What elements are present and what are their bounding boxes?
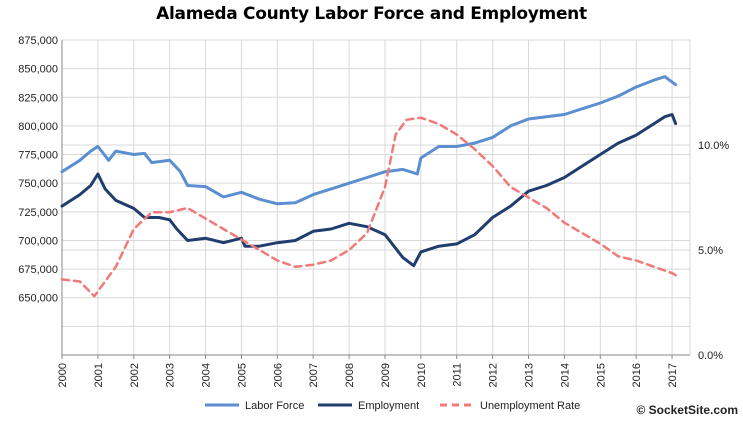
chart-title: Alameda County Labor Force and Employmen… bbox=[156, 4, 587, 24]
legend: Labor Force Employment Unemployment Rate bbox=[205, 400, 580, 412]
y-left-tick-label: 725,000 bbox=[18, 207, 58, 219]
x-tick-label: 2006 bbox=[272, 363, 284, 387]
y-right-tick-label: 10.0% bbox=[698, 140, 729, 152]
x-tick-label: 2002 bbox=[129, 363, 141, 387]
x-tick-label: 2004 bbox=[201, 363, 213, 387]
watermark-text: © SocketSite.com bbox=[636, 403, 738, 417]
x-tick-label: 2015 bbox=[595, 363, 607, 387]
x-tick-label: 2008 bbox=[344, 363, 356, 387]
y-left-tick-label: 875,000 bbox=[18, 35, 58, 47]
y-left-tick-label: 675,000 bbox=[18, 264, 58, 276]
y-left-tick-label: 775,000 bbox=[18, 150, 58, 162]
y-right-tick-label: 5.0% bbox=[698, 245, 723, 257]
x-tick-label: 2009 bbox=[380, 363, 392, 387]
x-tick-label: 2003 bbox=[165, 363, 177, 387]
y-left-tick-label: 650,000 bbox=[18, 293, 58, 305]
y-left-tick-label: 750,000 bbox=[18, 178, 58, 190]
x-tick-label: 2010 bbox=[416, 363, 428, 387]
legend-label-unemployment-rate: Unemployment Rate bbox=[480, 400, 580, 412]
x-tick-label: 2016 bbox=[631, 363, 643, 387]
series-layer bbox=[60, 75, 678, 298]
x-tick-label: 2013 bbox=[524, 363, 536, 387]
y-left-tick-label: 700,000 bbox=[18, 235, 58, 247]
legend-label-employment: Employment bbox=[358, 400, 419, 412]
legend-label-labor-force: Labor Force bbox=[245, 400, 304, 412]
axis-layer: 875,000 850,000 825,000 800,000 775,000 750,0… bbox=[18, 35, 729, 387]
x-tick-label: 2012 bbox=[488, 363, 500, 387]
x-tick-label: 2000 bbox=[57, 363, 69, 387]
x-tick-label: 2001 bbox=[93, 363, 105, 387]
x-tick-label: 2017 bbox=[667, 363, 679, 387]
series-line-employment bbox=[60, 113, 678, 268]
x-tick-label: 2007 bbox=[308, 363, 320, 387]
x-tick-label: 2005 bbox=[236, 363, 248, 387]
x-tick-label: 2014 bbox=[559, 363, 571, 387]
y-right-tick-label: 0.0% bbox=[698, 350, 723, 362]
y-left-tick-label: 825,000 bbox=[18, 92, 58, 104]
y-left-tick-label: 800,000 bbox=[18, 121, 58, 133]
grid-layer bbox=[61, 39, 691, 356]
y-left-tick-label: 850,000 bbox=[18, 64, 58, 76]
series-line-unemployment-rate bbox=[60, 116, 677, 298]
x-tick-label: 2011 bbox=[452, 363, 464, 387]
series-line-labor-force bbox=[60, 75, 678, 206]
